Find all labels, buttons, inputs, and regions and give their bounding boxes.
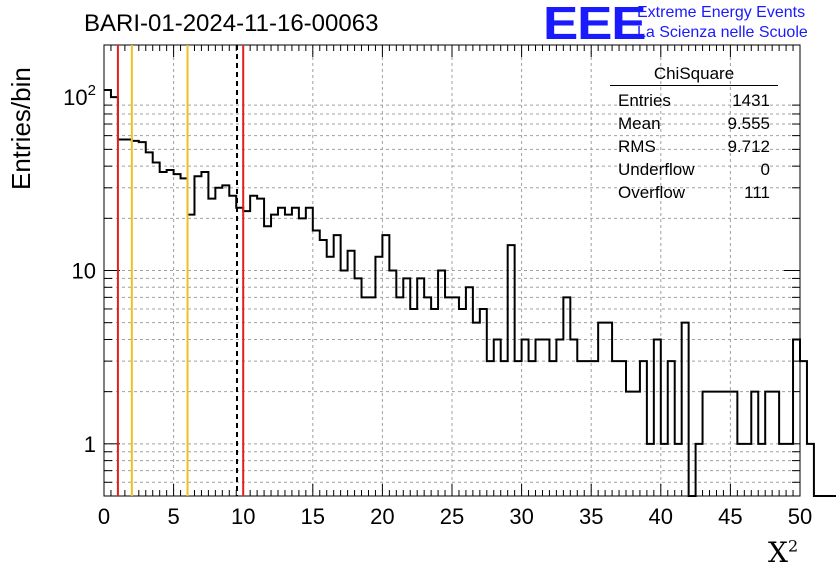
histogram-line (104, 89, 836, 497)
logo-line-1: Extreme Energy Events (637, 4, 806, 21)
stats-value: 1431 (732, 91, 770, 110)
logo-line-2: La Scienza nelle Scuole (637, 24, 808, 41)
chart-title: BARI-01-2024-11-16-00063 (84, 10, 379, 37)
x-tick-label: 35 (579, 504, 603, 529)
x-tick-label: 45 (718, 504, 742, 529)
stats-value: 9.555 (727, 114, 770, 133)
stats-label: RMS (618, 137, 656, 156)
stats-value: 9.712 (727, 137, 770, 156)
eee-logo: EEE (543, 0, 647, 49)
x-tick-label: 50 (788, 504, 812, 529)
stats-row: Entries 1431 (610, 89, 778, 112)
stats-label: Entries (618, 91, 671, 110)
y-tick-label-sup: 2 (88, 82, 96, 99)
x-tick-label: 30 (509, 504, 533, 529)
stats-label: Underflow (618, 160, 695, 179)
x-tick-label: 10 (231, 504, 255, 529)
stats-value: 111 (744, 183, 770, 202)
x-tick-label: 25 (440, 504, 464, 529)
x-tick-label: 15 (301, 504, 325, 529)
x-tick-label: 40 (649, 504, 673, 529)
stats-box: ChiSquare Entries 1431 Mean 9.555 RMS 9.712… (610, 64, 778, 204)
stats-label: Mean (618, 114, 661, 133)
y-tick-label: 102 (63, 82, 96, 110)
stats-row: Underflow 0 (610, 158, 778, 181)
x-axis-label-base: X (768, 536, 788, 569)
x-axis-label: X2 (768, 536, 798, 569)
x-axis-label-sup: 2 (787, 536, 799, 556)
stats-title: ChiSquare (610, 64, 778, 86)
stats-label: Overflow (618, 183, 686, 202)
x-tick-label: 20 (370, 504, 394, 529)
x-tick-label: 5 (167, 504, 179, 529)
stats-row: Mean 9.555 (610, 112, 778, 135)
stats-value: 0 (760, 160, 770, 179)
x-tick-label: 0 (98, 504, 110, 529)
y-tick-label: 1 (84, 432, 96, 457)
stats-row: Overflow 111 (610, 181, 778, 204)
y-tick-label: 10 (72, 259, 96, 284)
stats-row: RMS 9.712 (610, 135, 778, 158)
